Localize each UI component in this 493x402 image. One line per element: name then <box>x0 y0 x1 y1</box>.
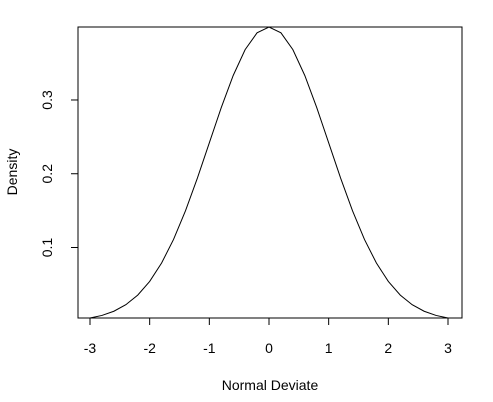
plot-box <box>77 26 463 319</box>
x-tick-label: 3 <box>444 340 452 356</box>
x-tick-label: -1 <box>203 340 216 356</box>
y-axis: 0.1 0.2 0.3 <box>39 90 79 258</box>
x-axis: -3 -2 -1 0 1 2 3 <box>84 317 452 356</box>
x-tick-label: -2 <box>143 340 156 356</box>
y-tick-label: 0.2 <box>39 164 55 184</box>
x-axis-title: Normal Deviate <box>222 377 319 393</box>
x-tick-label: 1 <box>325 340 333 356</box>
x-tick-label: -3 <box>84 340 97 356</box>
y-tick-label: 0.3 <box>39 90 55 110</box>
x-tick-label: 2 <box>384 340 392 356</box>
y-tick-label: 0.1 <box>39 238 55 258</box>
y-axis-title: Density <box>4 149 20 196</box>
density-curve <box>89 26 449 319</box>
x-tick-label: 0 <box>265 340 273 356</box>
